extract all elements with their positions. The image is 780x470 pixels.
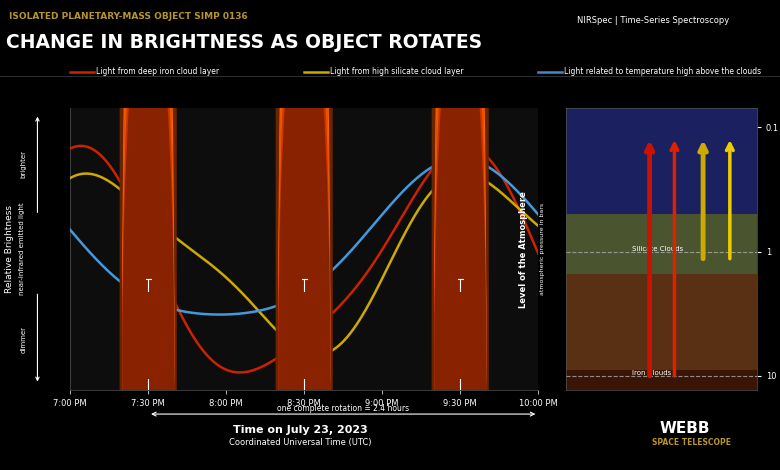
- Text: Silicate Clouds: Silicate Clouds: [633, 246, 683, 251]
- Ellipse shape: [122, 0, 174, 470]
- Ellipse shape: [278, 0, 330, 470]
- Ellipse shape: [278, 0, 330, 470]
- Ellipse shape: [434, 0, 486, 470]
- Ellipse shape: [119, 0, 177, 470]
- Text: dimmer: dimmer: [20, 326, 27, 353]
- Ellipse shape: [434, 0, 486, 470]
- Text: Coordinated Universal Time (UTC): Coordinated Universal Time (UTC): [229, 438, 371, 447]
- Ellipse shape: [122, 0, 174, 470]
- Text: SPACE TELESCOPE: SPACE TELESCOPE: [652, 438, 731, 447]
- Text: ISOLATED PLANETARY-MASS OBJECT SIMP 0136: ISOLATED PLANETARY-MASS OBJECT SIMP 0136: [9, 12, 248, 21]
- Text: one complete rotation = 2.4 hours: one complete rotation = 2.4 hours: [277, 404, 410, 413]
- Text: CHANGE IN BRIGHTNESS AS OBJECT ROTATES: CHANGE IN BRIGHTNESS AS OBJECT ROTATES: [6, 33, 482, 52]
- Text: WEBB: WEBB: [659, 421, 710, 436]
- Ellipse shape: [122, 0, 174, 470]
- Text: Time on July 23, 2023: Time on July 23, 2023: [233, 425, 367, 435]
- Ellipse shape: [122, 0, 174, 470]
- Ellipse shape: [278, 0, 330, 470]
- Text: atmospheric pressure in bars: atmospheric pressure in bars: [540, 203, 545, 295]
- Ellipse shape: [122, 0, 174, 470]
- Ellipse shape: [434, 0, 486, 470]
- Text: Relative Brightness: Relative Brightness: [5, 205, 14, 293]
- Text: NIRSpec | Time-Series Spectroscopy: NIRSpec | Time-Series Spectroscopy: [577, 16, 729, 25]
- Ellipse shape: [431, 0, 489, 470]
- Bar: [566, 370, 757, 390]
- Text: Level of the Atmosphere: Level of the Atmosphere: [519, 191, 528, 307]
- Text: Iron Clouds: Iron Clouds: [633, 370, 672, 376]
- Ellipse shape: [278, 0, 330, 470]
- Ellipse shape: [434, 0, 486, 470]
- Text: Light from deep iron cloud layer: Light from deep iron cloud layer: [96, 67, 219, 77]
- Bar: [566, 274, 757, 370]
- Bar: [566, 108, 757, 214]
- Ellipse shape: [434, 0, 486, 470]
- Ellipse shape: [122, 0, 174, 470]
- Ellipse shape: [275, 0, 333, 470]
- Text: Light related to temperature high above the clouds: Light related to temperature high above …: [564, 67, 761, 77]
- Text: brighter: brighter: [20, 150, 27, 179]
- Text: near-infrared emitted light: near-infrared emitted light: [19, 203, 25, 296]
- Bar: [566, 214, 757, 274]
- Ellipse shape: [278, 0, 330, 470]
- Ellipse shape: [434, 0, 486, 470]
- Ellipse shape: [278, 0, 330, 470]
- Text: Light from high silicate cloud layer: Light from high silicate cloud layer: [330, 67, 463, 77]
